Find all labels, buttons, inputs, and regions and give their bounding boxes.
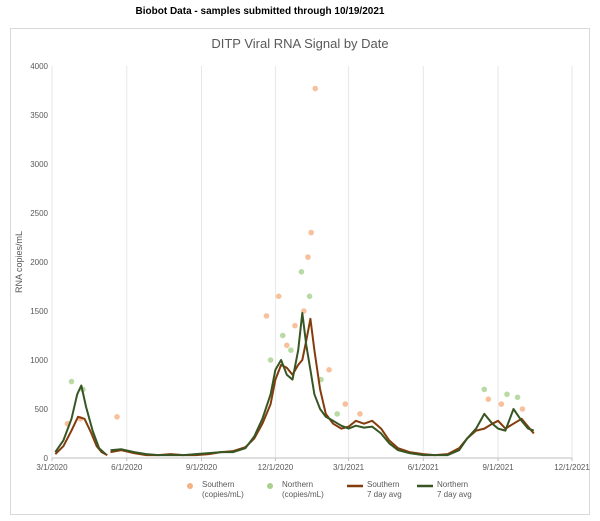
y-ticks: 0 500 1000 1500 2000 2500 3000 3500 4000 xyxy=(30,62,48,463)
data-point xyxy=(292,322,298,329)
x-tick-label: 9/1/2021 xyxy=(482,463,514,472)
x-tick-label: 3/1/2020 xyxy=(36,463,68,472)
page-header: Biobot Data - samples submitted through … xyxy=(135,6,385,17)
legend-label: (copies/mL) xyxy=(202,490,244,499)
legend-label: (copies/mL) xyxy=(282,490,324,499)
y-tick-label: 2000 xyxy=(30,258,48,267)
y-tick-label: 3500 xyxy=(30,111,48,120)
data-point xyxy=(514,394,521,401)
series-lines xyxy=(54,312,535,457)
legend-label: Northern xyxy=(282,480,313,489)
x-tick-label: 3/1/2021 xyxy=(333,463,365,472)
x-tick-label: 6/1/2020 xyxy=(111,463,143,472)
data-point xyxy=(498,401,505,407)
y-tick-label: 500 xyxy=(35,405,49,414)
y-tick-label: 2500 xyxy=(30,209,48,218)
legend-marker xyxy=(267,483,273,489)
data-point xyxy=(357,411,363,417)
chart-title: DITP Viral RNA Signal by Date xyxy=(211,36,388,51)
series-line xyxy=(110,312,535,457)
x-tick-label: 12/1/2020 xyxy=(258,463,294,472)
legend-marker xyxy=(187,483,193,489)
data-point xyxy=(279,332,286,339)
y-tick-label: 0 xyxy=(44,454,49,463)
data-point xyxy=(305,254,311,260)
data-point xyxy=(481,386,488,393)
data-point xyxy=(485,396,492,403)
data-point xyxy=(519,406,526,412)
data-point xyxy=(326,367,332,373)
data-point xyxy=(334,411,340,417)
legend-label: Southern xyxy=(367,480,399,489)
series-line xyxy=(54,384,107,455)
data-point xyxy=(504,391,510,398)
legend: Southern(copies/mL)Northern(copies/mL)So… xyxy=(187,480,472,499)
gridlines xyxy=(51,66,573,458)
x-tick-label: 6/1/2021 xyxy=(408,463,440,472)
legend-label: 7 day avg xyxy=(437,490,472,499)
data-point xyxy=(342,401,349,407)
data-point xyxy=(114,414,120,420)
y-tick-label: 4000 xyxy=(30,62,48,71)
legend-label: Northern xyxy=(437,480,468,489)
y-tick-label: 1000 xyxy=(30,356,48,365)
data-point xyxy=(263,313,270,319)
data-point xyxy=(312,85,319,92)
data-point xyxy=(288,347,294,354)
x-tick-label: 12/1/2021 xyxy=(554,463,590,472)
legend-label: 7 day avg xyxy=(367,490,402,499)
scatter-points xyxy=(64,85,526,427)
x-ticks: 3/1/2020 6/1/2020 9/1/2020 12/1/2020 3/1/202… xyxy=(36,458,590,472)
y-tick-label: 3000 xyxy=(30,160,48,169)
data-point xyxy=(306,293,313,300)
x-tick-label: 9/1/2020 xyxy=(186,463,218,472)
data-point xyxy=(308,229,314,236)
legend-label: Southern xyxy=(202,480,234,489)
data-point xyxy=(267,357,274,363)
chart-frame xyxy=(10,28,590,515)
data-point xyxy=(68,378,75,385)
y-tick-label: 1500 xyxy=(30,307,48,316)
data-point xyxy=(275,293,282,300)
y-axis-label: RNA copies/mL xyxy=(14,231,24,293)
data-point xyxy=(298,269,305,275)
data-point xyxy=(284,342,290,349)
